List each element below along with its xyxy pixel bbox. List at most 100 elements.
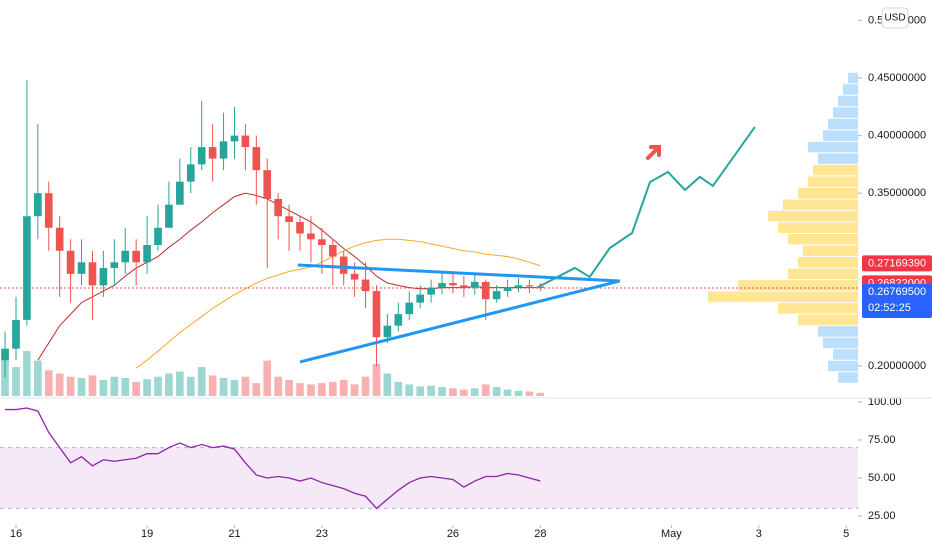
volume-bar [274,376,282,396]
volume-profile-bar [813,164,858,176]
rsi-tick-label: 50.00 [868,472,896,484]
volume-bar [208,375,217,396]
volume-profile-bar [798,187,858,199]
volume-bar [525,391,534,396]
volume-bar [416,386,424,396]
candle-body [274,198,282,217]
candle-body [328,245,337,257]
volume-profile-bar [808,176,858,187]
volume-profile-bar [843,84,858,95]
candle-body [285,216,293,222]
rsi-tick-label: 75.00 [868,434,896,446]
candle-body [66,250,75,274]
x-tick-label: 26 [447,528,459,540]
candle-body [339,256,348,274]
volume-bar [394,381,403,396]
volume-bar [165,373,173,396]
volume-bar [492,387,501,396]
y-tick-label: 0.35000000 [868,187,926,199]
candle-body [372,291,381,338]
moving-average [135,238,541,369]
volume-bar [252,383,261,396]
volume-bar [121,378,130,396]
x-tick-label: May [661,528,682,540]
candle-body [197,147,206,165]
volume-profile-bar [833,349,858,360]
price-label-box [862,255,932,272]
currency-button[interactable] [881,7,909,29]
volume-bar [12,367,20,396]
x-tick-label: 28 [534,528,546,540]
candle-body [350,273,359,280]
volume-profile-bar [783,199,858,210]
volume-bar [132,381,140,396]
volume-bar [197,367,206,396]
candle-body [241,135,250,148]
volume-bar [361,376,370,396]
volume-bar [34,360,42,396]
candle-body [427,287,435,295]
volume-bar [460,389,468,396]
volume-profile-bar [768,210,858,222]
rsi-tick-label: 25.00 [868,510,896,522]
candle-body [438,283,446,288]
candle-body [230,135,239,142]
volume-bar [186,376,195,396]
candle-body [44,193,53,228]
volume-profile-bar [778,222,858,234]
candle-body [1,348,9,361]
volume-bar [296,383,304,396]
price-label: 0.27169390 [868,257,926,269]
volume-bar [372,363,381,396]
volume-profile-bar [818,326,858,337]
volume-profile-bar [828,360,858,372]
candle-body [99,268,108,286]
volume-bar [55,373,64,396]
rsi-line [5,407,541,510]
volume-bar [44,370,53,396]
volume-bar [230,379,239,396]
red-arrow [646,145,661,160]
volume-profile-bar [788,268,858,280]
volume-bar [66,376,75,396]
volume-profile-bar [823,130,858,141]
candle-body [492,291,501,300]
volume-profile-bar [808,141,858,153]
candle-body [514,285,523,288]
volume-profile-bar [803,245,858,257]
volume-bar [514,390,523,396]
candle-body [383,325,392,338]
candle-body [470,281,479,288]
volume-profile-bar [848,72,858,84]
trend-drawing [297,263,620,283]
candle-body [34,193,42,217]
volume-bar [318,383,326,396]
volume-bar [427,385,435,396]
volume-bar [263,360,272,396]
volume-bar [88,375,97,396]
volume-profile-bar [828,118,858,130]
y-tick-label: 0.40000000 [868,129,926,141]
candle-body [536,286,545,288]
volume-bar [383,373,392,396]
volume-bar [99,379,108,396]
volume-bar [219,378,228,396]
volume-bar [285,379,293,396]
candle-body [263,170,272,199]
currency-label[interactable]: USD [884,13,905,24]
volume-bar [449,388,457,396]
candle-body [405,302,414,315]
x-tick-label: 19 [141,528,153,540]
volume-profile-bar [823,337,858,349]
candle-body [318,239,326,246]
volume-bar [339,379,348,396]
volume-bar [470,388,479,396]
x-tick-label: 5 [843,528,849,540]
volume-bar [328,381,337,396]
candle-body [154,227,162,246]
volume-profile-bar [838,372,858,383]
candle-body [88,262,97,286]
volume-profile-bar [738,280,858,291]
candle-body [132,250,140,263]
